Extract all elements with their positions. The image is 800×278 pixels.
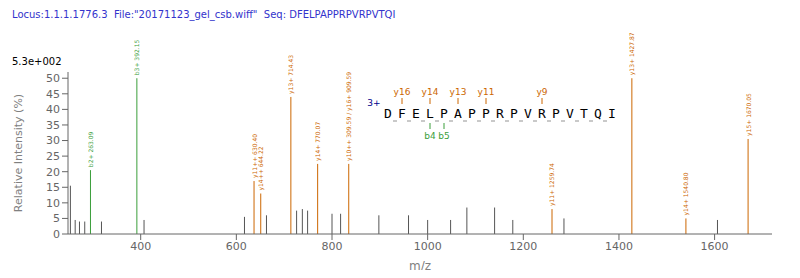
- svg-text:R: R: [538, 106, 546, 121]
- svg-text:b2+ 263.09: b2+ 263.09: [87, 131, 94, 167]
- svg-text:35: 35: [46, 119, 60, 132]
- svg-text:800: 800: [322, 240, 343, 253]
- svg-text:y14+ 770.07: y14+ 770.07: [314, 122, 322, 161]
- svg-text:y11+ 1259.74: y11+ 1259.74: [549, 163, 557, 206]
- svg-text:y14++ 644.22: y14++ 644.22: [257, 146, 265, 190]
- svg-text:b3+ 392.15: b3+ 392.15: [133, 39, 140, 75]
- svg-text:y10++ 309.59 / y16+ 909.59: y10++ 309.59 / y16+ 909.59: [345, 72, 353, 161]
- svg-text:y13: y13: [450, 87, 467, 97]
- svg-text:20: 20: [46, 166, 60, 179]
- svg-text:1000: 1000: [414, 240, 442, 253]
- svg-text:y14+ 1540.80: y14+ 1540.80: [682, 172, 690, 215]
- svg-text:50: 50: [46, 72, 60, 85]
- svg-text:y16: y16: [394, 87, 411, 97]
- svg-text:m/z: m/z: [409, 259, 431, 270]
- svg-text:T: T: [580, 106, 588, 121]
- svg-text:10: 10: [46, 197, 60, 210]
- svg-text:y13+ 714.43: y13+ 714.43: [287, 55, 295, 94]
- svg-text:600: 600: [226, 240, 247, 253]
- svg-text:V: V: [566, 106, 574, 121]
- svg-text:I: I: [608, 106, 616, 121]
- svg-text:1400: 1400: [605, 240, 633, 253]
- svg-text:1600: 1600: [701, 240, 729, 253]
- svg-text:V: V: [524, 106, 532, 121]
- svg-text:E: E: [412, 106, 420, 121]
- svg-text:A: A: [454, 106, 462, 121]
- svg-text:b4: b4: [424, 131, 436, 141]
- svg-text:y11: y11: [478, 87, 495, 97]
- svg-text:P: P: [482, 106, 490, 121]
- svg-text:F: F: [398, 106, 406, 121]
- svg-text:Relative Intensity (%): Relative Intensity (%): [12, 94, 25, 212]
- svg-text:400: 400: [130, 240, 151, 253]
- svg-text:15: 15: [46, 181, 60, 194]
- svg-text:45: 45: [46, 88, 60, 101]
- svg-text:P: P: [510, 106, 518, 121]
- svg-text:R: R: [496, 106, 504, 121]
- svg-text:y15+ 1670.05: y15+ 1670.05: [745, 93, 753, 136]
- svg-text:Q: Q: [594, 106, 602, 121]
- svg-text:L: L: [426, 106, 434, 121]
- html-text:Locus:1.1.1.1776.3 File:"20171: Locus:1.1.1.1776.3 File:"20171123_gel_cs…: [12, 9, 396, 20]
- svg-text:3+: 3+: [367, 98, 380, 108]
- svg-text:y9: y9: [536, 87, 547, 97]
- html-text:5.3e+002: 5.3e+002: [12, 56, 62, 67]
- svg-text:b5: b5: [438, 131, 449, 141]
- svg-text:P: P: [552, 106, 560, 121]
- svg-text:y13+ 1427.87: y13+ 1427.87: [628, 32, 636, 75]
- svg-text:y11++ 630.40: y11++ 630.40: [250, 133, 258, 178]
- svg-text:1200: 1200: [509, 240, 537, 253]
- svg-text:D: D: [384, 106, 392, 121]
- svg-text:P: P: [468, 106, 476, 121]
- svg-text:y14: y14: [422, 87, 439, 97]
- svg-text:5: 5: [53, 212, 60, 225]
- svg-text:40: 40: [46, 103, 60, 116]
- svg-text:30: 30: [46, 134, 60, 147]
- svg-text:P: P: [440, 106, 448, 121]
- svg-text:25: 25: [46, 150, 60, 163]
- svg-text:0: 0: [53, 228, 60, 241]
